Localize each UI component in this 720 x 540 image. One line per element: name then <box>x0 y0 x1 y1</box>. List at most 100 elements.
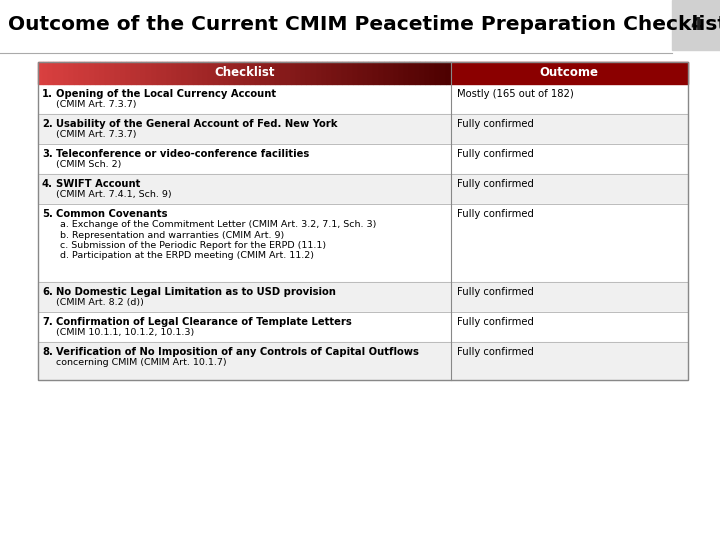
Bar <box>177 62 182 84</box>
Bar <box>306 62 312 84</box>
Bar <box>343 62 348 84</box>
Text: Confirmation of Legal Clearance of Template Letters: Confirmation of Legal Clearance of Templ… <box>56 317 352 327</box>
Bar <box>446 62 451 84</box>
Bar <box>672 0 720 50</box>
Text: Outcome of the Current CMIM Peacetime Preparation Checklist: Outcome of the Current CMIM Peacetime Pr… <box>8 16 720 35</box>
Text: (CMIM Art. 7.4.1, Sch. 9): (CMIM Art. 7.4.1, Sch. 9) <box>56 190 171 199</box>
Bar <box>38 342 688 380</box>
Bar <box>312 62 317 84</box>
Text: concerning CMIM (CMIM Art. 10.1.7): concerning CMIM (CMIM Art. 10.1.7) <box>56 358 227 367</box>
Bar <box>425 62 430 84</box>
Text: Common Covenants: Common Covenants <box>56 209 168 219</box>
Bar <box>120 62 126 84</box>
Bar <box>89 62 95 84</box>
Bar <box>136 62 141 84</box>
Bar <box>58 62 64 84</box>
Text: Fully confirmed: Fully confirmed <box>456 209 534 219</box>
Bar <box>275 62 281 84</box>
Text: 7.: 7. <box>42 317 53 327</box>
Bar <box>131 62 136 84</box>
Bar <box>198 62 203 84</box>
Text: Teleconference or video-conference facilities: Teleconference or video-conference facil… <box>56 149 310 159</box>
Text: Opening of the Local Currency Account: Opening of the Local Currency Account <box>56 89 276 99</box>
Bar <box>322 62 327 84</box>
Bar <box>213 62 219 84</box>
Bar <box>126 62 131 84</box>
Bar <box>188 62 193 84</box>
Bar <box>53 62 58 84</box>
Bar <box>172 62 177 84</box>
Bar <box>224 62 229 84</box>
Bar <box>110 62 115 84</box>
Bar <box>105 62 110 84</box>
Bar <box>270 62 275 84</box>
Text: SWIFT Account: SWIFT Account <box>56 179 140 189</box>
Text: Checklist: Checklist <box>214 66 274 79</box>
Text: b. Representation and warranties (CMIM Art. 9): b. Representation and warranties (CMIM A… <box>60 231 284 240</box>
Bar <box>296 62 301 84</box>
Bar <box>95 62 100 84</box>
Text: No Domestic Legal Limitation as to USD provision: No Domestic Legal Limitation as to USD p… <box>56 287 336 297</box>
Bar <box>451 62 688 84</box>
Bar <box>348 62 353 84</box>
Bar <box>363 62 368 84</box>
Bar <box>394 62 399 84</box>
Bar <box>379 62 384 84</box>
Bar <box>436 62 441 84</box>
Text: (CMIM Art. 8.2 (d)): (CMIM Art. 8.2 (d)) <box>56 298 144 307</box>
Text: (CMIM Sch. 2): (CMIM Sch. 2) <box>56 160 122 169</box>
Bar <box>239 62 244 84</box>
Bar <box>265 62 270 84</box>
Bar <box>286 62 291 84</box>
Bar <box>151 62 157 84</box>
Text: c. Submission of the Periodic Report for the ERPD (11.1): c. Submission of the Periodic Report for… <box>60 241 326 250</box>
Bar <box>182 62 188 84</box>
Bar <box>38 62 688 380</box>
Text: Outcome: Outcome <box>540 66 599 79</box>
Bar <box>43 62 48 84</box>
Text: 2.: 2. <box>42 119 53 129</box>
Bar <box>146 62 151 84</box>
Text: a. Exchange of the Commitment Letter (CMIM Art. 3.2, 7.1, Sch. 3): a. Exchange of the Commitment Letter (CM… <box>60 220 377 229</box>
Bar <box>250 62 255 84</box>
Bar <box>368 62 374 84</box>
Bar <box>157 62 162 84</box>
Bar <box>229 62 234 84</box>
Text: Fully confirmed: Fully confirmed <box>456 347 534 357</box>
Bar <box>38 144 688 174</box>
Bar <box>332 62 337 84</box>
Text: d. Participation at the ERPD meeting (CMIM Art. 11.2): d. Participation at the ERPD meeting (CM… <box>60 252 314 260</box>
Text: 6.: 6. <box>42 287 53 297</box>
Bar <box>374 62 379 84</box>
Bar <box>353 62 358 84</box>
Text: Verification of No Imposition of any Controls of Capital Outflows: Verification of No Imposition of any Con… <box>56 347 419 357</box>
Bar <box>317 62 322 84</box>
Text: (CMIM Art. 7.3.7): (CMIM Art. 7.3.7) <box>56 130 137 139</box>
Bar <box>291 62 296 84</box>
Text: Mostly (165 out of 182): Mostly (165 out of 182) <box>456 89 574 99</box>
Bar <box>219 62 224 84</box>
Bar <box>301 62 306 84</box>
Bar <box>415 62 420 84</box>
Bar <box>100 62 105 84</box>
Bar <box>167 62 172 84</box>
Text: 3.: 3. <box>42 149 53 159</box>
Bar <box>38 84 688 114</box>
Text: 4: 4 <box>690 16 702 34</box>
Bar <box>389 62 394 84</box>
Bar <box>141 62 146 84</box>
Text: (CMIM 10.1.1, 10.1.2, 10.1.3): (CMIM 10.1.1, 10.1.2, 10.1.3) <box>56 328 194 337</box>
Text: Usability of the General Account of Fed. New York: Usability of the General Account of Fed.… <box>56 119 338 129</box>
Bar <box>255 62 260 84</box>
Bar <box>281 62 286 84</box>
Bar <box>84 62 89 84</box>
Bar <box>441 62 446 84</box>
Text: Fully confirmed: Fully confirmed <box>456 317 534 327</box>
Text: 8.: 8. <box>42 347 53 357</box>
Bar <box>260 62 265 84</box>
Text: Fully confirmed: Fully confirmed <box>456 119 534 129</box>
Bar <box>327 62 332 84</box>
Bar <box>48 62 53 84</box>
Bar <box>74 62 79 84</box>
Bar <box>208 62 213 84</box>
